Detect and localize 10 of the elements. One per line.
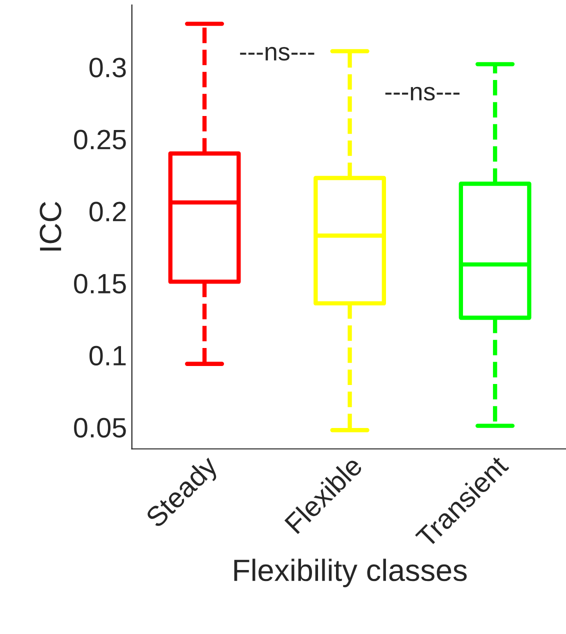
x-axis-title: Flexibility classes [234, 558, 467, 588]
annotation: ---ns--- [385, 86, 460, 101]
y-tick-label: 0.15 [74, 274, 126, 294]
y-tick-label: 0.2 [89, 202, 126, 222]
y-tick-label: 0.3 [89, 58, 126, 78]
annotation: ---ns--- [240, 46, 314, 61]
y-tick-label: 0.05 [74, 418, 126, 438]
y-axis-title: ICC [40, 202, 62, 250]
y-tick-label: 0.1 [89, 346, 126, 366]
y-tick-label: 0.25 [74, 130, 126, 150]
